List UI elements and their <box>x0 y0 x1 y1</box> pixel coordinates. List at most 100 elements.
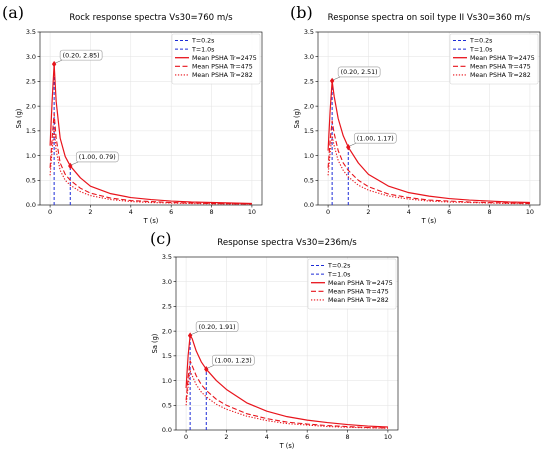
x-tick-label: 10 <box>248 208 256 216</box>
y-tick-label: 1.0 <box>26 152 36 160</box>
chart-title: Response spectra Vs30=236m/s <box>217 238 357 248</box>
legend: T=0.2sT=1.0s Mean PSHA Tr=2475 Mean PSHA T… <box>449 33 539 85</box>
legend-entry-label: T=0.2s <box>327 263 350 270</box>
chart-panel-1: (a) Rock response spectra Vs30=760 m/s 0 2 4… <box>2 3 263 225</box>
series-line-3 <box>327 135 530 205</box>
y-tick-label: 2.0 <box>304 102 314 110</box>
plot-frame <box>39 31 263 206</box>
annotation-marker <box>346 143 351 151</box>
annotation-box <box>211 354 255 366</box>
legend-entry-label: Mean PSHA Tr=475 <box>470 64 531 71</box>
plot-frame <box>175 256 399 431</box>
annotation-label: (1.00, 1.23) <box>215 357 252 364</box>
y-tick-label: 2.0 <box>162 327 172 335</box>
legend-entry-label: Mean PSHA Tr=475 <box>328 289 389 296</box>
annotation-box <box>353 132 397 144</box>
y-axis-label: Sa (g) <box>15 109 23 129</box>
x-axis-label: T (s) <box>143 217 159 225</box>
x-tick-label: 8 <box>488 208 492 216</box>
y-tick-label: 1.0 <box>162 377 172 385</box>
annotation-box <box>75 151 119 163</box>
y-tick-label: 3.5 <box>304 28 314 36</box>
x-tick-label: 6 <box>169 208 173 216</box>
chart-panel-2: (b) Response spectra on soil type II Vs30… <box>290 3 541 225</box>
legend-box <box>449 33 539 85</box>
annotation-leader <box>191 331 199 335</box>
y-tick-label: 3.5 <box>26 28 36 36</box>
y-tick-label: 2.5 <box>162 303 172 311</box>
y-tick-label: 3.5 <box>162 253 172 261</box>
y-axis-label: Sa (g) <box>151 334 159 354</box>
legend-box <box>171 33 261 85</box>
series-line-1 <box>49 63 252 205</box>
y-tick-label: 0.0 <box>162 426 172 434</box>
y-tick-label: 3.0 <box>162 278 172 286</box>
x-tick-label: 10 <box>384 433 392 441</box>
panel-label: (c) <box>150 229 171 248</box>
y-tick-label: 1.5 <box>304 127 314 135</box>
annotation-leader <box>349 142 357 147</box>
legend-entry-label: Mean PSHA Tr=2475 <box>328 280 393 287</box>
annotation-label: (0.20, 2.51) <box>341 69 378 76</box>
y-tick-label: 0.0 <box>26 201 36 209</box>
series-line-3 <box>49 127 252 205</box>
y-tick-label: 0.5 <box>162 401 172 409</box>
annotation-box <box>195 321 239 332</box>
legend-entry-label: T=0.2s <box>191 38 214 45</box>
y-tick-label: 2.5 <box>304 78 314 86</box>
annotation-box <box>337 66 381 78</box>
x-tick-label: 6 <box>305 433 309 441</box>
annotation-marker <box>51 60 57 68</box>
chart-title: Rock response spectra Vs30=760 m/s <box>69 13 233 23</box>
plot-frame <box>317 31 541 206</box>
y-tick-label: 1.5 <box>26 127 36 135</box>
legend-entry-label: Mean PSHA Tr=282 <box>328 297 389 304</box>
legend-entry-label: Mean PSHA Tr=475 <box>192 64 253 71</box>
x-tick-label: 8 <box>346 433 350 441</box>
annotation-box <box>59 49 103 61</box>
annotation-marker <box>68 162 73 170</box>
annotation-marker <box>187 332 193 339</box>
y-tick-label: 2.0 <box>26 102 36 110</box>
x-tick-label: 0 <box>326 208 330 216</box>
annotation-marker <box>204 366 209 373</box>
x-tick-label: 0 <box>184 433 188 441</box>
y-axis-label: Sa (g) <box>293 109 301 129</box>
annotation-leader <box>71 161 79 166</box>
legend-entry-label: Mean PSHA Tr=2475 <box>470 55 535 62</box>
x-tick-label: 0 <box>48 208 52 216</box>
annotation-label: (1.00, 1.17) <box>357 135 394 142</box>
legend-entry-label: T=0.2s <box>469 38 492 45</box>
series-line-3 <box>185 370 388 429</box>
annotation-label: (0.20, 2.85) <box>63 52 100 59</box>
annotation-label: (0.20, 1.91) <box>199 324 236 331</box>
chart-title: Response spectra on soil type II Vs30=36… <box>328 13 531 23</box>
y-tick-label: 3.0 <box>26 53 36 61</box>
x-tick-label: 2 <box>88 208 92 216</box>
x-axis-label: T (s) <box>279 442 295 450</box>
y-tick-label: 0.5 <box>26 176 36 184</box>
legend: T=0.2sT=1.0s Mean PSHA Tr=2475 Mean PSHA T… <box>307 258 397 310</box>
legend-entry-label: Mean PSHA Tr=282 <box>192 72 253 79</box>
x-tick-label: 10 <box>526 208 534 216</box>
legend-box <box>307 258 397 310</box>
legend-entry-label: Mean PSHA Tr=282 <box>470 72 531 79</box>
x-tick-label: 2 <box>224 433 228 441</box>
panel-label: (b) <box>290 3 313 22</box>
annotation-leader <box>207 364 215 369</box>
x-tick-label: 6 <box>447 208 451 216</box>
annotation-marker <box>329 77 335 85</box>
x-tick-label: 2 <box>366 208 370 216</box>
x-tick-label: 4 <box>129 208 133 216</box>
x-tick-label: 4 <box>265 433 269 441</box>
chart-panel-3: (c) Response spectra Vs30=236m/s 0 2 4 6 8 10 0.… <box>150 229 399 450</box>
y-tick-label: 1.5 <box>162 352 172 360</box>
legend-entry-label: T=1.0s <box>191 46 214 53</box>
legend-entry-label: T=1.0s <box>469 46 492 53</box>
annotation-leader <box>333 76 341 81</box>
legend-entry-label: T=1.0s <box>327 271 350 278</box>
legend-entry-label: Mean PSHA Tr=2475 <box>192 55 257 62</box>
y-tick-label: 3.0 <box>304 53 314 61</box>
y-tick-label: 2.5 <box>26 78 36 86</box>
